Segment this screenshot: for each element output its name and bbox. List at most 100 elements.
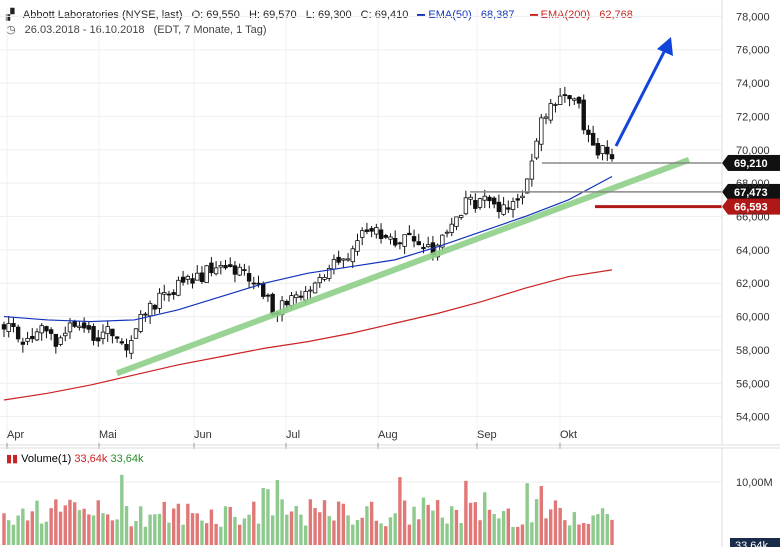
high-value: H: 69,570 [248,9,297,21]
uptrend-line [115,156,691,377]
time-label: Jul [286,429,300,441]
volume-bar [280,499,284,545]
candle-body [96,337,101,342]
volume-bar [40,523,44,545]
candle-body [496,201,502,213]
target-arrow-shaft [614,51,666,147]
volume-bar [336,501,341,545]
volume-bar [101,513,105,545]
time-label: Mai [99,429,117,441]
ema50-value: 68,387 [480,9,515,21]
volume-bar [138,506,143,545]
volume-bar [412,506,416,545]
volume-last-text: 33,64k [735,540,769,547]
volume-bars: 10,00M 33,64k [0,447,780,547]
candle-body [360,230,365,238]
candle-body [317,277,322,284]
volume-bar [596,514,600,545]
volume-bar [21,508,25,545]
support-price-label-text: 67,473 [734,187,768,199]
volume-bar [110,520,115,545]
volume-bar [483,492,487,545]
candle-body [510,201,516,210]
price-tick-label: 62,000 [736,278,770,290]
candle-body [364,229,370,232]
overlays: 69,210 67,473 66,593 [3,37,780,401]
price-tick-label: 64,000 [736,245,770,257]
candle-body [143,313,148,316]
candle-body [30,336,35,340]
candle-body [180,276,186,283]
volume-bar [440,517,445,545]
candle-body [147,302,153,317]
volume-bar [530,522,534,545]
price-tick-label: 68,000 [736,178,770,190]
chart-icon: ▞ [6,9,15,21]
price-tick-label: 66,000 [736,212,770,224]
candle-body [327,267,332,279]
candle-body [162,292,167,295]
candle-body [355,240,360,252]
volume-bar [610,519,614,545]
volume-bar [431,510,435,545]
volume-bar [322,500,327,545]
volume-bar [464,480,468,545]
candle-body [524,178,530,194]
candle-body [388,236,393,240]
volume-bar [346,515,350,545]
candle-body [411,236,417,242]
stop-price-label-text: 66,593 [734,202,768,214]
candle-body [534,140,539,159]
volume-bar [68,499,72,545]
volume-bar [393,513,397,545]
volume-bar [153,514,157,545]
volume-bar [289,511,294,545]
volume-bar [539,486,544,545]
clock-icon: ◷ [6,24,16,36]
volume-bar [186,503,190,545]
volume-bar [563,520,567,545]
volume-bar [407,524,412,545]
volume-bar [558,507,562,545]
grid-lines [0,8,722,445]
candle-body [105,326,110,335]
volume-bar [506,508,511,545]
candle-body [586,129,591,135]
volume-bar [318,512,322,545]
volume-bar [303,525,308,545]
volume-bar [223,506,228,545]
volume-bar [204,523,209,545]
volume-bar [473,502,478,545]
candle-body [600,145,605,154]
candle-body [86,325,92,330]
volume-bar [237,524,242,545]
candle-body [548,103,553,121]
candle-body [11,323,16,327]
volume-bar [115,519,119,545]
candle-body [91,326,96,341]
candle-body [308,289,313,292]
support-price-label-pointer [722,183,728,200]
candle-body [15,326,21,340]
volume-bar [77,510,82,545]
ema50-legend: EMA(50) 68,387 [417,9,520,21]
candle-body [199,272,205,283]
volume-bar [605,513,609,545]
candle-body [590,132,596,146]
volume-bar [402,500,407,545]
time-label: Sep [477,429,497,441]
candle-body [482,195,487,201]
volume-bar [327,516,331,545]
price-tick-label: 54,000 [736,412,770,424]
candle-body [44,326,49,332]
volume-bar [384,526,388,545]
volume-bar [553,500,558,545]
volume-bar [478,520,482,545]
candle-body [171,292,176,295]
volume-bar [421,497,426,545]
candle-body [473,200,478,209]
candle-body [529,160,535,180]
candle-body [256,282,261,285]
candle-body [605,146,610,155]
